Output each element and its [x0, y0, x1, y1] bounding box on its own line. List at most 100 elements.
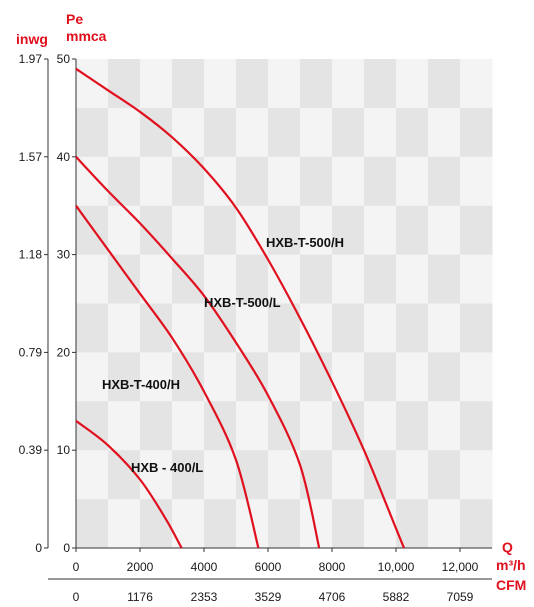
grid-cell [460, 254, 493, 304]
x-tick-label-cfm: 5882 [383, 590, 410, 604]
x-tick-label-cfm: 7059 [447, 590, 474, 604]
grid-cell [396, 107, 429, 158]
x-tick-label-cfm: 1176 [127, 590, 153, 604]
grid-cell [300, 254, 333, 304]
grid-cell [236, 107, 269, 158]
grid-cell [268, 303, 301, 353]
grid-cell [364, 303, 397, 353]
y-axis-label-pe: Pe [66, 11, 83, 27]
grid-cell [204, 303, 237, 353]
grid-cell [140, 254, 173, 304]
grid-cell [172, 450, 205, 500]
grid-cell [204, 254, 237, 304]
x-tick-label-m3h: 12,000 [442, 560, 479, 574]
grid-cell [268, 59, 301, 109]
grid-cell [460, 156, 493, 207]
grid-cell [396, 303, 429, 353]
grid-cell [460, 499, 493, 549]
grid-cell [300, 59, 333, 109]
grid-cell [140, 450, 173, 500]
grid-cell [140, 499, 173, 549]
grid-cell [268, 107, 301, 158]
inwg-tick-label: 0.79 [19, 345, 43, 359]
series-label-hxb-t-400-h: HXB-T-400/H [102, 377, 180, 392]
grid-cell [428, 303, 461, 353]
mmca-tick-label: 20 [57, 345, 71, 359]
x-axis-label-m3h: m³/h [496, 557, 526, 573]
grid-cell [172, 59, 205, 109]
grid-cell [268, 352, 301, 402]
grid-cell [172, 401, 205, 451]
x-tick-label-m3h: 0 [73, 560, 80, 574]
grid-cell [460, 107, 493, 158]
x-tick-label-m3h: 4000 [191, 560, 218, 574]
grid-cell [396, 401, 429, 451]
x-tick-label-m3h: 10,000 [378, 560, 415, 574]
mmca-tick-label: 10 [57, 443, 71, 457]
grid-cell [396, 59, 429, 109]
grid-cell [172, 156, 205, 207]
curves [75, 67, 406, 549]
series-label-hxb-t-500-l: HXB-T-500/L [204, 295, 281, 310]
grid-cell [140, 156, 173, 207]
grid-cell [332, 107, 365, 158]
grid-cell [236, 303, 269, 353]
curve-hxb-t-500-l [75, 156, 321, 549]
grid-cell [428, 352, 461, 402]
y-axis-label-inwg: inwg [16, 31, 48, 47]
grid-cell [332, 352, 365, 402]
grid-cell [300, 107, 333, 158]
series-label-hxb-t-500-h: HXB-T-500/H [266, 235, 344, 250]
grid-cell [236, 59, 269, 109]
grid-cell [396, 352, 429, 402]
grid-cell [236, 254, 269, 304]
grid-cell [300, 450, 333, 500]
grid-cell [108, 352, 141, 402]
grid-cell [428, 107, 461, 158]
grid-cell [268, 205, 301, 256]
grid-cell [108, 107, 141, 158]
grid-cell [332, 499, 365, 549]
grid-cell [172, 352, 205, 402]
grid-cell [460, 303, 493, 353]
grid-cell [76, 450, 109, 500]
curve-hxb-t-500-h [75, 67, 406, 549]
grid-cell [268, 156, 301, 207]
grid-cell [76, 107, 109, 158]
grid-cell [396, 205, 429, 256]
grid-cell [332, 254, 365, 304]
grid-cell [268, 499, 301, 549]
x-axis-label-q: Q [502, 539, 513, 555]
grid-cell [204, 107, 237, 158]
x-tick-label-m3h: 8000 [319, 560, 346, 574]
grid-cell [108, 254, 141, 304]
grid-cell [300, 156, 333, 207]
grid-cell [76, 59, 109, 109]
grid-cell [172, 254, 205, 304]
curve-hxb-400-l [75, 420, 183, 549]
grid-cell [332, 59, 365, 109]
grid-cell [204, 205, 237, 256]
grid-cell [268, 450, 301, 500]
mmca-tick-label: 40 [57, 150, 71, 164]
grid-cell [204, 156, 237, 207]
grid-cell [460, 401, 493, 451]
grid-cell [300, 499, 333, 549]
grid-cell [460, 450, 493, 500]
grid-cell [460, 59, 493, 109]
grid-cell [396, 156, 429, 207]
grid-cell [140, 59, 173, 109]
grid-cell [172, 107, 205, 158]
grid-cell [76, 401, 109, 451]
grid-cell [364, 352, 397, 402]
x-tick-label-cfm: 4706 [319, 590, 346, 604]
grid-cell [76, 254, 109, 304]
grid-cell [428, 254, 461, 304]
grid-cell [204, 401, 237, 451]
grid-cell [428, 205, 461, 256]
grid-cell [428, 401, 461, 451]
grid-cell [428, 499, 461, 549]
inwg-tick-label: 0 [35, 541, 42, 555]
grid-cell [396, 254, 429, 304]
grid-cell [460, 352, 493, 402]
